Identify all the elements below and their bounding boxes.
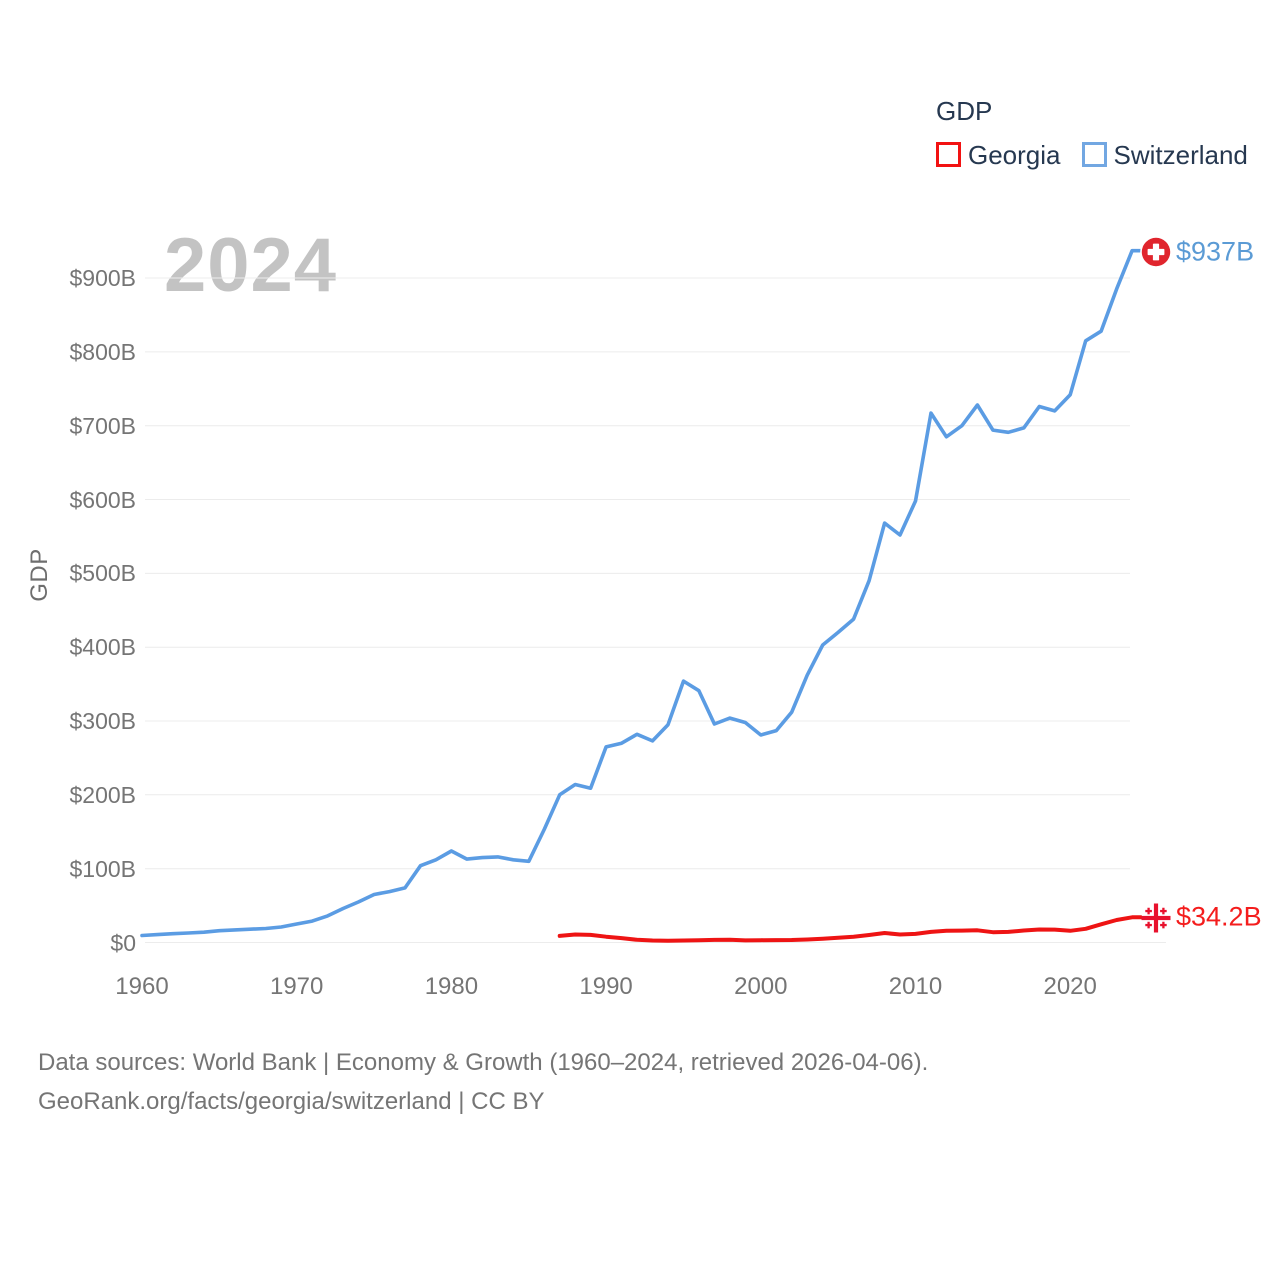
y-tick-label: $300B xyxy=(69,708,136,734)
switzerland-flag-icon xyxy=(1140,236,1172,268)
series-switzerland-line xyxy=(140,248,1148,938)
legend-title: GDP xyxy=(936,96,993,126)
y-tick-label: $200B xyxy=(69,781,136,808)
x-tick-label: 1980 xyxy=(424,973,479,1000)
x-tick-label: 2020 xyxy=(1043,973,1097,1000)
georgia-flag-icon xyxy=(1141,903,1171,933)
legend-item-georgia[interactable]: Georgia xyxy=(936,142,1061,168)
x-tick-label: 2000 xyxy=(734,973,788,1000)
x-tick-label: 1970 xyxy=(269,973,324,1000)
x-tick-label: 2010 xyxy=(888,973,943,1000)
gridlines xyxy=(145,277,1166,943)
y-tick-label: $500B xyxy=(69,560,136,587)
y-tick-label: $700B xyxy=(69,412,136,439)
series-georgia-line xyxy=(557,915,1149,943)
footer-sources-line: Data sources: World Bank | Economy & Gro… xyxy=(38,1049,929,1076)
x-tick-label: 1990 xyxy=(579,973,633,1000)
footer: Data sources: World Bank | Economy & Gro… xyxy=(38,1044,928,1122)
y-tick-label: $800B xyxy=(69,338,136,365)
y-tick-label: $100B xyxy=(69,855,136,882)
x-tick-label: 1960 xyxy=(115,973,169,1000)
legend-item-switzerland[interactable]: Switzerland xyxy=(1081,139,1248,170)
legend: GDP Georgia Switzerland xyxy=(936,96,1248,168)
y-tick-label: $600B xyxy=(69,486,136,513)
georgia-end-value-label: $34.2B xyxy=(1176,901,1262,932)
georgia-swatch xyxy=(936,142,961,168)
y-tick-label: $0 xyxy=(110,929,136,956)
legend-label-georgia: Georgia xyxy=(968,139,1061,170)
year-watermark: 2024 xyxy=(164,223,338,308)
y-axis-title: GDP xyxy=(26,548,53,602)
y-tick-label: $900B xyxy=(69,265,136,292)
y-tick-label: $400B xyxy=(69,634,136,661)
legend-items: Georgia Switzerland xyxy=(936,142,1248,168)
legend-label-switzerland: Switzerland xyxy=(1113,139,1248,170)
switzerland-end-value-label: $937B xyxy=(1176,236,1255,267)
switzerland-swatch xyxy=(1081,142,1107,168)
footer-attribution-line: GeoRank.org/facts/georgia/switzerland | … xyxy=(38,1087,545,1115)
